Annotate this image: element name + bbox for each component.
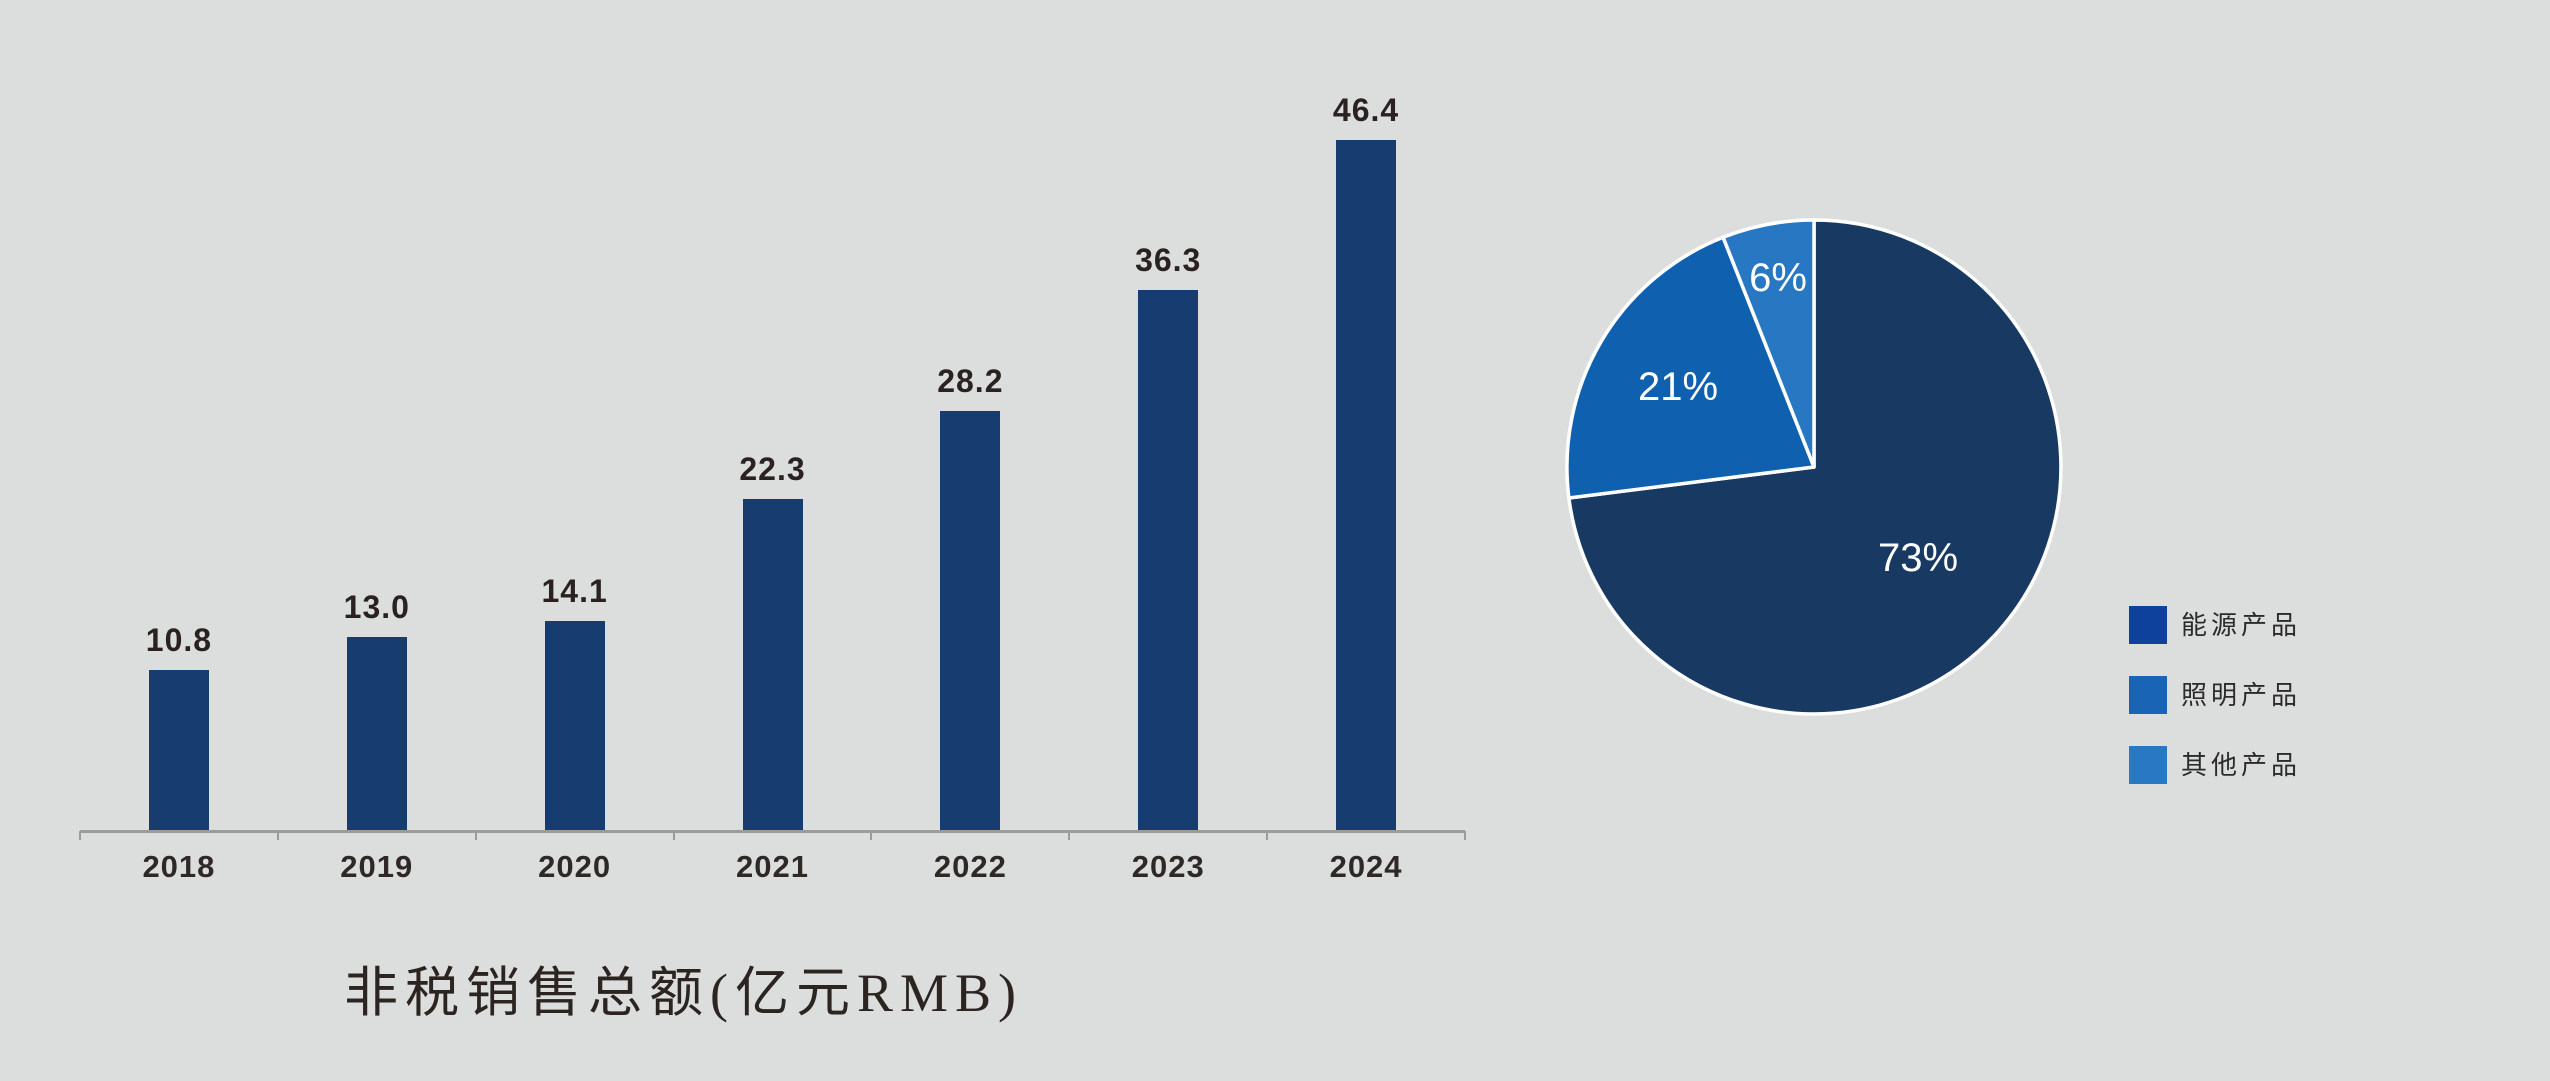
bar-value-label-2024: 46.4 xyxy=(1332,92,1400,128)
x-axis-label-2021: 2021 xyxy=(736,849,809,884)
pie-slice-lighting-products xyxy=(1565,235,1816,500)
x-axis-tick xyxy=(1068,831,1071,840)
bar-2023 xyxy=(1138,290,1199,831)
pie-slice-percentage-lighting-products: 21% xyxy=(1637,365,1719,409)
bar-2022 xyxy=(940,411,1001,831)
legend-label-other-products: 其他产品 xyxy=(2181,750,2302,780)
x-axis-tick xyxy=(672,831,675,840)
bar-value-label-2019: 13.0 xyxy=(343,589,410,625)
x-axis-label-2023: 2023 xyxy=(1131,849,1205,884)
legend-swatch-energy-products xyxy=(2129,606,2167,644)
legend-label-energy-products: 能源产品 xyxy=(2181,610,2302,640)
pie xyxy=(1565,218,2063,716)
legend-item-other-products: 其他产品 xyxy=(2129,746,2301,784)
bar-2021 xyxy=(742,499,803,831)
bar-chart-title: 非税销售总额(亿元RMB) xyxy=(344,963,1024,1023)
x-axis-tick xyxy=(474,831,477,840)
legend-item-lighting-products: 照明产品 xyxy=(2129,676,2301,714)
x-axis-tick xyxy=(870,831,873,840)
x-axis-tick xyxy=(1464,831,1466,840)
bar-2018 xyxy=(148,670,209,831)
x-axis-label-2019: 2019 xyxy=(340,849,414,884)
bar-value-label-2018: 10.8 xyxy=(145,622,213,658)
x-axis-label-2024: 2024 xyxy=(1329,849,1403,884)
pie-slice-percentage-other-products: 6% xyxy=(1749,256,1807,300)
bar-value-label-2021: 22.3 xyxy=(739,451,806,487)
x-axis-label-2020: 2020 xyxy=(538,849,612,884)
bar-2024 xyxy=(1336,140,1397,831)
x-axis-tick xyxy=(276,831,279,840)
pie-slice-percentage-energy-products: 73% xyxy=(1877,536,1959,580)
pie-legend: 能源产品照明产品其他产品 xyxy=(2129,606,2301,816)
x-axis-tick xyxy=(79,831,81,840)
legend-item-energy-products: 能源产品 xyxy=(2129,606,2301,644)
x-axis-tick xyxy=(1266,831,1269,840)
legend-label-lighting-products: 照明产品 xyxy=(2181,680,2302,710)
bar-2020 xyxy=(544,621,605,831)
bar-value-label-2020: 14.1 xyxy=(541,573,608,609)
x-axis-label-2022: 2022 xyxy=(933,849,1007,884)
legend-swatch-other-products xyxy=(2129,746,2167,784)
x-axis-line xyxy=(80,830,1465,833)
x-axis-label-2018: 2018 xyxy=(142,849,216,884)
legend-swatch-lighting-products xyxy=(2129,676,2167,714)
bar-2019 xyxy=(346,637,407,831)
bar-value-label-2022: 28.2 xyxy=(937,363,1004,399)
pie-slice-other-products xyxy=(1721,218,1816,469)
bar-value-label-2023: 36.3 xyxy=(1135,242,1202,278)
